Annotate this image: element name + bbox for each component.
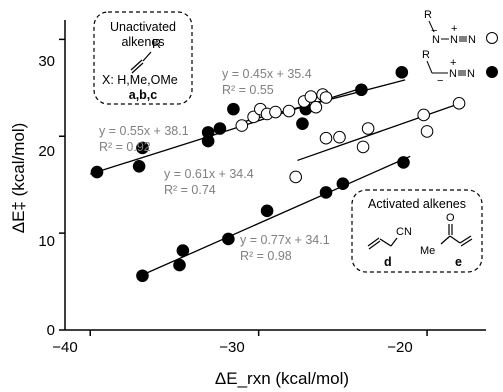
axis-ticks <box>59 38 428 336</box>
x-axis-label: ΔE_rxn (kcal/mol) <box>215 369 349 388</box>
x-tick-label: −30 <box>219 339 244 356</box>
open-data-point <box>356 140 370 154</box>
open-data-point <box>304 90 318 103</box>
diazo-n2: N <box>449 68 457 80</box>
alkene-r-group: R <box>152 37 161 51</box>
alkene-structure <box>130 51 152 74</box>
axes <box>64 20 486 331</box>
filled-data-point <box>336 177 350 191</box>
acrylonitrile-structure <box>367 237 398 250</box>
fit-r2: R² = 0.92 <box>99 140 151 154</box>
filled-data-point <box>296 117 309 130</box>
diazo-n3: N <box>467 68 475 80</box>
filled-data-point <box>90 165 104 179</box>
legend-filled-marker <box>486 66 498 78</box>
filled-data-point <box>319 186 333 199</box>
fit-r2: R² = 0.55 <box>222 83 274 97</box>
filled-data-point <box>136 141 149 155</box>
y-tick-label: 20 <box>38 143 55 160</box>
legend-open-marker <box>486 32 498 44</box>
open-data-point <box>235 119 249 132</box>
filled-data-point <box>222 232 235 246</box>
open-data-point <box>361 122 375 135</box>
legend-diazo: R − N + N <box>422 49 498 87</box>
filled-data-point <box>395 66 409 79</box>
open-data-point <box>289 170 303 184</box>
open-data-point <box>417 108 430 122</box>
y-tick-label: 0 <box>47 322 55 339</box>
compound-e-label: e <box>455 255 462 269</box>
fit-annotation-left: y = 0.55x + 38.1 R² = 0.92 <box>99 124 189 154</box>
ketone-oxygen: O <box>446 212 455 224</box>
open-data-point <box>282 104 296 118</box>
fit-equation: y = 0.61x + 34.4 <box>164 167 254 181</box>
open-data-point <box>269 105 282 119</box>
fit-r2: R² = 0.74 <box>164 183 216 197</box>
inset-box <box>351 189 483 273</box>
azide-n2: N <box>450 34 458 46</box>
open-data-point <box>309 100 323 114</box>
filled-data-point <box>227 102 240 116</box>
diazo-minus: − <box>437 75 443 87</box>
substituent-list: X: H,Me,OMe <box>102 73 178 87</box>
diazo-r-label: R <box>422 49 430 61</box>
enone-structure <box>440 224 473 247</box>
y-tick-label: 10 <box>38 233 55 250</box>
legend-azide: R N − N + N <box>424 9 498 46</box>
azide-r-label: R <box>424 9 432 21</box>
open-data-point <box>319 91 333 104</box>
open-data-point <box>333 130 346 144</box>
y-axis-label: ΔE‡ (kcal/mol) <box>9 123 28 234</box>
open-data-point <box>420 125 434 138</box>
x-tick-label: −20 <box>387 339 412 356</box>
compound-d-label: d <box>384 255 392 269</box>
azide-plus: + <box>451 23 457 35</box>
y-tick-label: 30 <box>38 53 55 70</box>
filled-data-point <box>176 244 190 257</box>
x-tick-label: −40 <box>52 339 77 356</box>
inset-activated-alkenes: Activated alkenes CN d O Me e <box>351 189 483 273</box>
compound-labels: a,b,c <box>129 88 158 102</box>
filled-data-point <box>136 269 149 283</box>
azide-n3: N <box>468 34 476 46</box>
fit-annotation-middle: y = 0.61x + 34.4 R² = 0.74 <box>164 167 254 197</box>
inset-title: alkenes <box>121 35 164 49</box>
open-data-point <box>319 131 333 145</box>
methyl-group: Me <box>420 245 435 257</box>
fit-equation: y = 0.55x + 38.1 <box>99 124 189 138</box>
open-data-point <box>452 97 466 110</box>
filled-data-point <box>201 126 215 139</box>
diazo-bond <box>426 60 433 74</box>
azide-n1: N <box>432 34 440 46</box>
filled-data-point <box>173 258 186 272</box>
fit-equation: y = 0.77x + 34.1 <box>240 233 330 247</box>
filled-data-point <box>260 204 274 218</box>
cyano-group: CN <box>396 226 412 238</box>
inset-title: Activated alkenes <box>368 197 466 211</box>
fit-equation: y = 0.45x + 35.4 <box>222 67 312 81</box>
filled-data-point <box>397 156 410 169</box>
data-points <box>90 66 466 283</box>
inset-box <box>93 11 193 105</box>
fit-annotation-lower: y = 0.77x + 34.1 R² = 0.98 <box>240 233 330 263</box>
filled-data-point <box>355 83 368 97</box>
azide-bond <box>428 20 435 33</box>
fit-r2: R² = 0.98 <box>240 249 292 263</box>
diazo-plus: + <box>450 57 456 69</box>
filled-data-point <box>213 122 227 135</box>
inset-title: Unactivated <box>110 20 176 34</box>
azide-minus: − <box>431 25 437 37</box>
inset-unactivated-alkenes: Unactivated alkenes R X: H,Me,OMe a,b,c <box>93 11 193 105</box>
fit-annotation-upper: y = 0.45x + 35.4 R² = 0.55 <box>222 67 312 97</box>
filled-data-point <box>132 159 146 173</box>
